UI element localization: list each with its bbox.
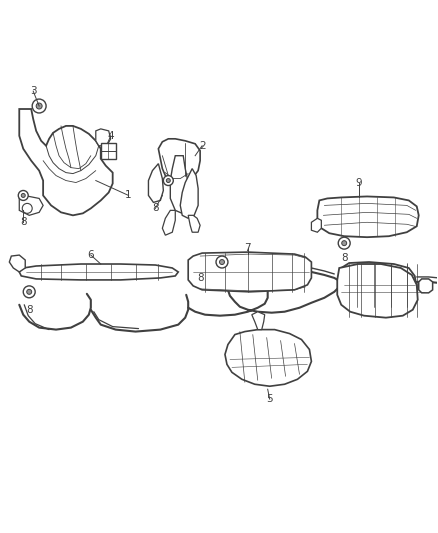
Polygon shape — [162, 211, 175, 235]
Text: 8: 8 — [197, 273, 203, 283]
Circle shape — [163, 175, 173, 185]
Circle shape — [166, 179, 170, 182]
Text: 1: 1 — [125, 190, 132, 200]
Circle shape — [338, 237, 350, 249]
Text: 9: 9 — [356, 177, 362, 188]
Circle shape — [32, 99, 46, 113]
Polygon shape — [19, 196, 43, 215]
Polygon shape — [19, 264, 178, 280]
Circle shape — [23, 286, 35, 298]
Polygon shape — [225, 329, 311, 386]
Text: 8: 8 — [341, 253, 347, 263]
Polygon shape — [148, 164, 163, 203]
Polygon shape — [337, 264, 418, 318]
Polygon shape — [101, 143, 116, 159]
Text: 8: 8 — [26, 305, 32, 314]
Polygon shape — [252, 312, 265, 329]
Text: 2: 2 — [199, 141, 205, 151]
Polygon shape — [159, 139, 200, 183]
Polygon shape — [170, 156, 190, 213]
Polygon shape — [419, 279, 433, 293]
Circle shape — [342, 241, 347, 246]
Polygon shape — [188, 215, 200, 232]
Polygon shape — [339, 262, 417, 308]
Polygon shape — [318, 197, 419, 237]
Polygon shape — [188, 252, 311, 292]
Circle shape — [36, 103, 42, 109]
Polygon shape — [180, 168, 198, 219]
Polygon shape — [19, 109, 113, 215]
Text: 3: 3 — [30, 86, 36, 96]
Text: 8: 8 — [152, 204, 159, 213]
Circle shape — [22, 204, 32, 213]
Circle shape — [18, 190, 28, 200]
Circle shape — [219, 260, 224, 264]
Circle shape — [216, 256, 228, 268]
Text: 7: 7 — [244, 243, 251, 253]
Text: 4: 4 — [107, 131, 114, 141]
Text: 6: 6 — [88, 250, 94, 260]
Circle shape — [27, 289, 32, 294]
Polygon shape — [96, 129, 111, 146]
Text: 8: 8 — [20, 217, 27, 227]
Text: 5: 5 — [266, 394, 273, 404]
Circle shape — [21, 193, 25, 197]
Polygon shape — [311, 219, 321, 232]
Polygon shape — [9, 255, 25, 272]
